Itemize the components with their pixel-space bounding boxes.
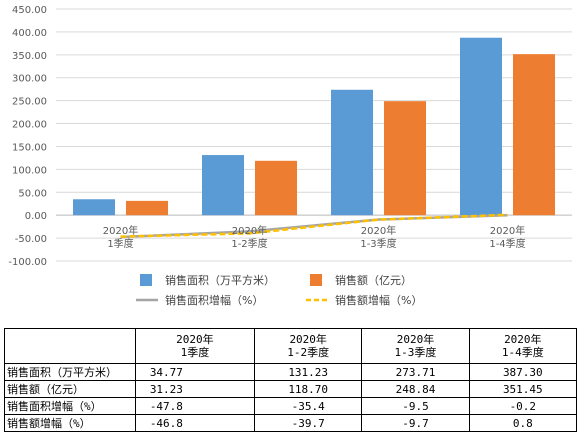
bar (126, 200, 168, 216)
table-cell: 34.77 (134, 363, 256, 381)
table-column-header: 2020年 1季度 (134, 328, 256, 364)
y-tick-label: 150.00 (12, 142, 47, 153)
table-header-row: 2020年 1季度 2020年 1-2季度 2020年 1-3季度 2020年 1-4季度 (4, 328, 577, 364)
bar (202, 155, 244, 216)
x-tick-label: 1-3季度 (360, 237, 396, 250)
legend-swatch (310, 274, 322, 286)
table-cell: 248.84 (361, 380, 470, 398)
table-column-header: 2020年 1-4季度 (468, 328, 577, 364)
table-column-header: 2020年 1-2季度 (254, 328, 363, 364)
table-cell: 0.8 (468, 414, 577, 432)
y-tick-label: -100.00 (8, 257, 47, 268)
y-tick-label: 350.00 (12, 51, 47, 62)
table-cell: -35.4 (254, 397, 363, 415)
y-tick-label: 400.00 (12, 28, 47, 39)
x-tick-label: 1-2季度 (231, 237, 267, 250)
bar (331, 89, 373, 216)
x-tick-label: 2020年 (490, 224, 525, 237)
y-tick-label: 250.00 (12, 97, 47, 108)
bar (73, 199, 115, 216)
table-row-label: 销售面积（万平方米） (4, 363, 136, 381)
table-cell: -46.8 (134, 414, 256, 432)
data-table-container: 2020年 1季度 2020年 1-2季度 2020年 1-3季度 2020年 1-4季度 销… (4, 328, 577, 432)
y-tick-label: 0.00 (25, 211, 47, 222)
y-tick-label: 200.00 (12, 120, 47, 131)
chart: -100.00 -50.00 0.00 50.00 100.00 150.00 200.00… (8, 5, 572, 307)
legend-label: 销售额增幅（%） (335, 293, 422, 307)
table-column-header: 2020年 1-3季度 (361, 328, 470, 364)
legend-label: 销售面积增幅（%） (165, 293, 263, 307)
table-cell: 118.70 (254, 380, 363, 398)
bar (460, 37, 502, 216)
table-cell: -47.8 (134, 397, 256, 415)
y-tick-label: -50.00 (15, 234, 47, 245)
table-cell: 31.23 (134, 380, 256, 398)
table-cell: -0.2 (468, 397, 577, 415)
table-corner-cell (4, 328, 136, 364)
table-cell: -9.5 (361, 397, 470, 415)
x-tick-label: 2020年 (103, 224, 138, 237)
table-row: 销售额（亿元） 31.23 118.70 248.84 351.45 (4, 380, 577, 398)
table-row: 销售额增幅（%） -46.8 -39.7 -9.7 0.8 (4, 414, 577, 432)
bar (255, 160, 297, 216)
x-tick-label: 2020年 (232, 224, 267, 237)
lines (120, 213, 508, 239)
table-cell: 131.23 (254, 363, 363, 381)
table-body: 销售面积（万平方米） 34.77 131.23 273.71 387.30 销售额（亿元）… (4, 363, 577, 432)
data-table: 2020年 1季度 2020年 1-2季度 2020年 1-3季度 2020年 1-4季度 销… (4, 328, 577, 432)
x-tick-label: 2020年 (361, 224, 396, 237)
legend-label: 销售面积（万平方米） (165, 273, 275, 287)
table-row-label: 销售额（亿元） (4, 380, 136, 398)
x-tick-label: 1-4季度 (489, 237, 525, 250)
table-cell: 273.71 (361, 363, 470, 381)
y-tick-label: 50.00 (18, 188, 47, 199)
table-row: 销售面积（万平方米） 34.77 131.23 273.71 387.30 (4, 363, 577, 381)
legend-swatch (140, 274, 152, 286)
legend: 销售面积（万平方米） 销售额（亿元） 销售面积增幅（%） 销售额增幅（%） (136, 273, 422, 307)
table-cell: 387.30 (468, 363, 577, 381)
legend-label: 销售额（亿元） (335, 273, 412, 287)
x-tick-label: 1季度 (107, 237, 133, 250)
series-line (120, 213, 508, 238)
table-row: 销售面积增幅（%） -47.8 -35.4 -9.5 -0.2 (4, 397, 577, 415)
bar (384, 101, 426, 216)
y-axis-tick-labels: -100.00 -50.00 0.00 50.00 100.00 150.00 200.00… (8, 5, 47, 268)
table-cell: -9.7 (361, 414, 470, 432)
y-tick-label: 100.00 (12, 165, 47, 176)
table-row-label: 销售额增幅（%） (4, 414, 136, 432)
bars (73, 37, 555, 216)
table-cell: -39.7 (254, 414, 363, 432)
y-tick-label: 300.00 (12, 74, 47, 85)
bar (513, 54, 555, 216)
table-cell: 351.45 (468, 380, 577, 398)
table-row-label: 销售面积增幅（%） (4, 397, 136, 415)
y-tick-label: 450.00 (12, 5, 47, 16)
